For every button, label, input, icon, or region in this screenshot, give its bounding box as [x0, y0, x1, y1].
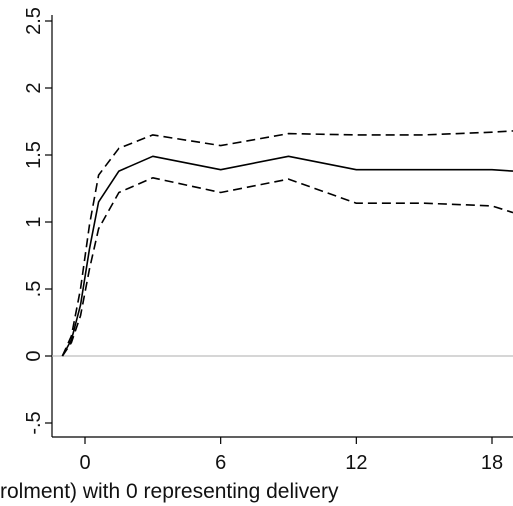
confidence-band-line-0	[61, 177, 513, 357]
x-axis-ticks: 0 6 12 18	[79, 437, 503, 474]
x-axis-label: rolment) with 0 representing delivery	[0, 480, 339, 503]
y-tick-label: .5	[23, 281, 45, 298]
y-tick-label: 2.5	[23, 7, 45, 35]
x-tick-label: 18	[481, 452, 503, 474]
x-tick-label: 0	[79, 452, 90, 474]
estimate-line	[61, 155, 513, 357]
y-tick-label: 2	[23, 82, 45, 93]
y-axis-ticks: -.5 0 .5 1 1.5 2 2.5	[23, 7, 52, 435]
confidence-band-line-2	[61, 130, 513, 357]
x-tick-label: 12	[345, 452, 367, 474]
y-tick-label: -.5	[23, 411, 45, 434]
y-tick-label: 0	[23, 350, 45, 361]
y-tick-label: 1	[23, 216, 45, 227]
x-tick-label: 6	[215, 452, 226, 474]
y-tick-label: 1.5	[23, 141, 45, 169]
series-group	[61, 130, 513, 357]
